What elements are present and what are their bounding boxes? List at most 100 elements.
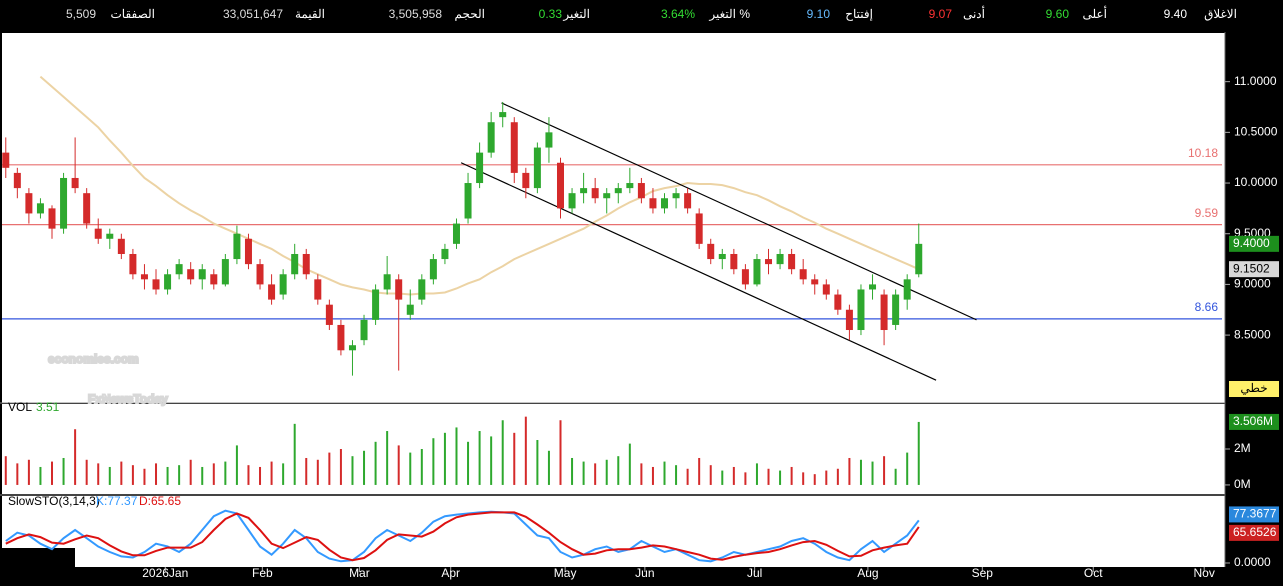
moving-average	[39, 75, 920, 296]
volume-bar	[594, 463, 597, 485]
candle-body	[36, 203, 44, 214]
volume-bar	[166, 466, 169, 485]
x-tick-label: Jun	[635, 566, 654, 580]
x-tick-label: Mar	[349, 566, 370, 580]
candle-body	[834, 294, 842, 310]
volume-bar	[617, 456, 620, 485]
candle-body	[869, 284, 877, 290]
volume-bar	[571, 457, 574, 485]
header-label: إفتتاح	[845, 7, 873, 22]
volume-bar	[732, 466, 735, 485]
volume-bar	[85, 459, 88, 485]
volume-bar	[247, 465, 250, 485]
volume-bar	[155, 463, 158, 485]
header-value: 9.40	[1164, 7, 1188, 21]
level-label: 8.66	[1195, 300, 1219, 314]
candle-body	[741, 269, 749, 285]
volume-bar	[848, 457, 851, 485]
x-tick-label: Jul	[747, 566, 762, 580]
volume-bar	[178, 465, 181, 485]
candle-body	[753, 259, 761, 285]
header-value: 9.10	[807, 7, 831, 21]
candle-body	[83, 193, 91, 224]
volume-current: 3.51	[36, 400, 60, 414]
ma-label: 9.1502	[1233, 261, 1270, 275]
volume-last-label: 3.506M	[1233, 414, 1273, 428]
stoch-k-label-box	[1229, 506, 1279, 523]
trendline	[501, 102, 977, 321]
candle-body	[164, 274, 172, 290]
candle-body	[591, 188, 599, 199]
candle-body	[268, 284, 276, 300]
volume-bar	[721, 470, 724, 485]
candle-body	[348, 345, 356, 351]
candle-body	[845, 309, 853, 331]
candle-body	[187, 269, 195, 280]
candle-body	[383, 274, 391, 290]
candle-body	[603, 193, 611, 199]
stoch-tick-label: 0.0000	[1234, 555, 1271, 569]
volume-bar	[293, 423, 296, 485]
candle-body	[279, 274, 287, 295]
watermark: FxNewsToday	[88, 392, 168, 406]
volume-bar	[386, 431, 389, 485]
volume-bar	[432, 438, 435, 485]
candle-body	[915, 243, 923, 275]
stoch-d-label: 65.6526	[1233, 525, 1277, 539]
candle-body	[452, 223, 460, 244]
candle-body	[684, 193, 692, 209]
volume-bar	[813, 474, 816, 485]
volume-bar	[825, 470, 828, 485]
volume-bar	[316, 459, 319, 485]
header-value: 0.33	[539, 7, 563, 21]
y-tick-label: 8.5000	[1234, 327, 1271, 341]
header-label: الاغلاق	[1204, 7, 1237, 21]
volume-bar	[605, 459, 608, 485]
volume-bar	[917, 421, 920, 485]
scale-button-box[interactable]	[1229, 381, 1279, 397]
candle-body	[175, 264, 183, 275]
stoch-d-title: D:65.65	[139, 494, 181, 508]
scale-button[interactable]: خطي	[1240, 381, 1267, 395]
volume-last-label-box	[1229, 413, 1279, 430]
volume-bar	[27, 459, 30, 485]
y-tick-label: 10.0000	[1234, 175, 1278, 189]
header-label: الصفقات	[111, 7, 156, 21]
candle-body	[210, 274, 218, 285]
candle-body	[302, 253, 310, 275]
candle-body	[291, 253, 299, 275]
volume-bar	[270, 461, 273, 485]
trendline	[460, 162, 937, 381]
candle-body	[325, 304, 333, 325]
volume-bar	[131, 465, 134, 485]
volume-bar	[663, 461, 666, 485]
y-tick-label: 10.5000	[1234, 125, 1278, 139]
stoch-k	[5, 509, 920, 563]
candle-body	[614, 188, 622, 194]
ma-label-box	[1229, 261, 1279, 278]
volume-bar	[709, 465, 712, 485]
volume-bar	[582, 461, 585, 485]
candle-body	[533, 147, 541, 189]
candle-body	[198, 269, 206, 280]
candle-body	[545, 132, 553, 148]
candle-body	[429, 259, 437, 280]
volume-bar	[790, 466, 793, 485]
candle-body	[510, 122, 518, 173]
candle-body	[880, 294, 888, 331]
volume-title: VOL	[8, 400, 32, 414]
x-tick-label: Sep	[972, 566, 994, 580]
x-tick-label: 2026Jan	[142, 566, 188, 580]
volume-tick-label: 0M	[1234, 477, 1251, 491]
candle-body	[418, 279, 426, 300]
volume-bar	[235, 445, 238, 485]
candle-body	[117, 238, 125, 254]
volume-bar	[305, 457, 308, 485]
candle-body	[94, 228, 102, 239]
watermark: economies.com	[48, 352, 139, 366]
volume-bar	[640, 463, 643, 485]
stoch-k-title: K:77.37	[96, 494, 138, 508]
volume-bar	[259, 466, 262, 485]
